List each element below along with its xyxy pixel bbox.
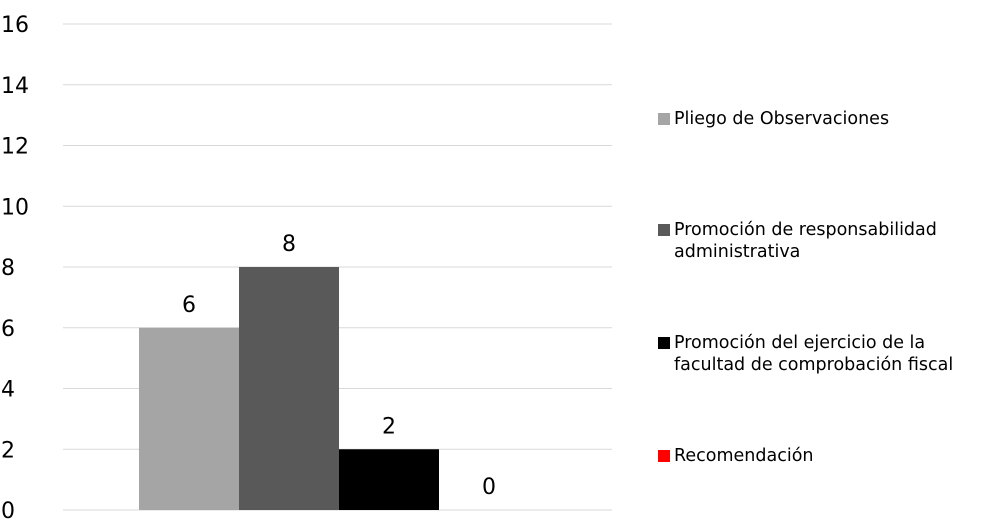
- y-tick-label: 16: [1, 13, 29, 38]
- data-labels: 6 8 2 0: [182, 232, 496, 500]
- data-label-series-2: 8: [282, 232, 296, 257]
- legend-item: Promoción del ejercicio de la facultad d…: [658, 332, 984, 376]
- legend-item: Pliego de Observaciones: [658, 108, 984, 130]
- bar-series-2: [239, 267, 339, 510]
- y-tick-label: 10: [1, 195, 29, 220]
- data-label-series-1: 6: [182, 293, 196, 318]
- y-tick-label: 12: [1, 135, 29, 160]
- y-axis: 0 2 4 6 8 10 12 14 16: [1, 13, 29, 519]
- y-tick-label: 6: [1, 317, 15, 342]
- legend-swatch: [658, 224, 670, 236]
- legend-label: Promoción del ejercicio de la facultad d…: [674, 333, 954, 375]
- legend-swatch: [658, 337, 670, 349]
- y-tick-label: 2: [1, 438, 15, 463]
- legend-item: Recomendación: [658, 445, 984, 467]
- data-label-series-3: 2: [382, 414, 396, 439]
- bar-series-1: [139, 327, 239, 510]
- data-label-series-4: 0: [482, 475, 496, 500]
- y-tick-label: 8: [1, 256, 15, 281]
- y-tick-label: 14: [1, 74, 29, 99]
- legend-swatch: [658, 450, 670, 462]
- legend-label: Promoción de responsabilidad administrat…: [674, 220, 937, 262]
- legend: Pliego de Observaciones Promoción de resp…: [658, 0, 984, 519]
- bar-series-3: [339, 449, 439, 510]
- legend-label: Pliego de Observaciones: [674, 109, 890, 129]
- legend-item: Promoción de responsabilidad administrat…: [658, 219, 984, 263]
- legend-label: Recomendación: [674, 446, 814, 466]
- legend-swatch: [658, 113, 670, 125]
- y-tick-label: 0: [1, 499, 15, 519]
- y-tick-label: 4: [1, 378, 15, 403]
- bars: [139, 267, 439, 510]
